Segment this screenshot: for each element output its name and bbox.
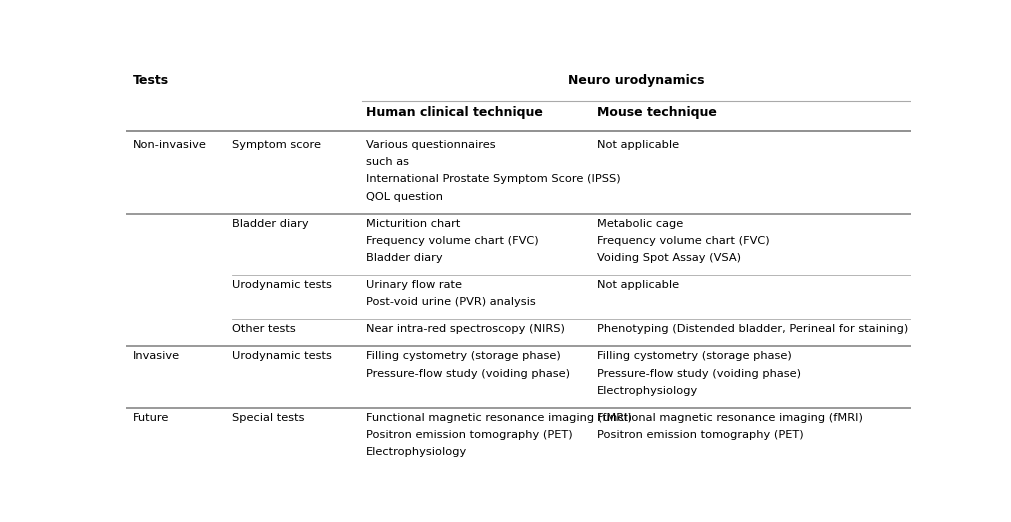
Text: Electrophysiology: Electrophysiology (596, 386, 698, 396)
Text: Urinary flow rate: Urinary flow rate (365, 280, 461, 290)
Text: Metabolic cage: Metabolic cage (596, 219, 682, 229)
Text: Post-void urine (PVR) analysis: Post-void urine (PVR) analysis (365, 298, 535, 307)
Text: Pressure-flow study (voiding phase): Pressure-flow study (voiding phase) (365, 369, 569, 378)
Text: Neuro urodynamics: Neuro urodynamics (567, 74, 704, 87)
Text: Urodynamic tests: Urodynamic tests (233, 280, 332, 290)
Text: Filling cystometry (storage phase): Filling cystometry (storage phase) (596, 351, 791, 361)
Text: Various questionnaires: Various questionnaires (365, 140, 494, 150)
Text: Voiding Spot Assay (VSA): Voiding Spot Assay (VSA) (596, 253, 740, 263)
Text: Micturition chart: Micturition chart (365, 219, 460, 229)
Text: QOL question: QOL question (365, 192, 442, 201)
Text: Pressure-flow study (voiding phase): Pressure-flow study (voiding phase) (596, 369, 801, 378)
Text: Invasive: Invasive (132, 351, 180, 361)
Text: Not applicable: Not applicable (596, 140, 678, 150)
Text: Frequency volume chart (FVC): Frequency volume chart (FVC) (596, 236, 769, 246)
Text: Functional magnetic resonance imaging (fMRI): Functional magnetic resonance imaging (f… (365, 413, 631, 423)
Text: Phenotyping (Distended bladder, Perineal for staining): Phenotyping (Distended bladder, Perineal… (596, 324, 908, 334)
Text: Non-invasive: Non-invasive (132, 140, 206, 150)
Text: Positron emission tomography (PET): Positron emission tomography (PET) (596, 430, 803, 440)
Text: Functional magnetic resonance imaging (fMRI): Functional magnetic resonance imaging (f… (596, 413, 862, 423)
Text: Future: Future (132, 413, 169, 423)
Text: Mouse technique: Mouse technique (596, 106, 716, 120)
Text: Electrophysiology: Electrophysiology (365, 447, 466, 457)
Text: Near intra-red spectroscopy (NIRS): Near intra-red spectroscopy (NIRS) (365, 324, 564, 334)
Text: International Prostate Symptom Score (IPSS): International Prostate Symptom Score (IP… (365, 174, 620, 184)
Text: Not applicable: Not applicable (596, 280, 678, 290)
Text: Special tests: Special tests (233, 413, 304, 423)
Text: Frequency volume chart (FVC): Frequency volume chart (FVC) (365, 236, 538, 246)
Text: Bladder diary: Bladder diary (365, 253, 442, 263)
Text: Filling cystometry (storage phase): Filling cystometry (storage phase) (365, 351, 560, 361)
Text: Positron emission tomography (PET): Positron emission tomography (PET) (365, 430, 572, 440)
Text: Symptom score: Symptom score (233, 140, 321, 150)
Text: Urodynamic tests: Urodynamic tests (233, 351, 332, 361)
Text: Other tests: Other tests (233, 324, 296, 334)
Text: Bladder diary: Bladder diary (233, 219, 308, 229)
Text: Human clinical technique: Human clinical technique (365, 106, 542, 120)
Text: such as: such as (365, 157, 408, 167)
Text: Tests: Tests (132, 74, 169, 87)
